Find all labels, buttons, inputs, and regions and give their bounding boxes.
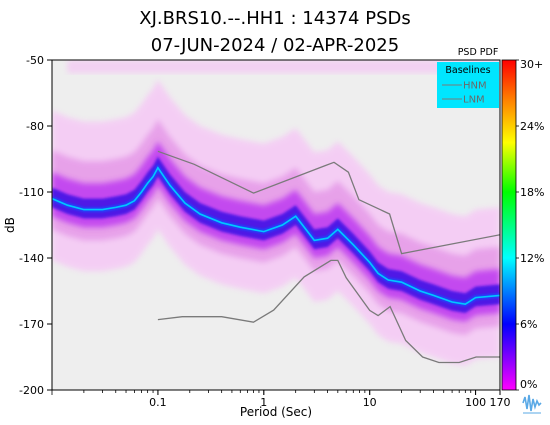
x-axis-label: Period (Sec) xyxy=(240,405,312,419)
colorbar-title: PSD PDF xyxy=(458,47,499,58)
colorbar-ticks: 30+ 24% 18% 12% 6% 0% xyxy=(516,58,544,391)
y-tick-label: -110 xyxy=(19,186,44,199)
colorbar-tick-label: 30+ xyxy=(520,58,543,71)
y-axis: -50 -80 -110 -140 -170 -200 xyxy=(19,54,52,397)
psd-density-layer xyxy=(52,60,500,366)
chart-title: XJ.BRS10.--.HH1 : 14374 PSDs xyxy=(139,8,411,29)
x-tick-label: 10 xyxy=(363,396,377,409)
y-tick-label: -80 xyxy=(26,120,44,133)
y-tick-label: -170 xyxy=(19,318,44,331)
chart-subtitle: 07-JUN-2024 / 02-APR-2025 xyxy=(150,35,400,56)
colorbar-tick-label: 0% xyxy=(520,378,537,391)
y-axis-label: dB xyxy=(3,217,17,233)
colorbar xyxy=(501,59,517,391)
colorbar-tick-label: 6% xyxy=(520,318,537,331)
colorbar-tick-label: 24% xyxy=(520,120,544,133)
plot-frame xyxy=(51,59,501,391)
colorbar-tick-label: 12% xyxy=(520,252,544,265)
mode-curve xyxy=(52,166,500,306)
baseline-layer xyxy=(157,150,500,364)
y-tick-label: -140 xyxy=(19,252,44,265)
x-tick-label: 100 xyxy=(465,396,486,409)
legend: Baselines HNM LNM xyxy=(437,62,499,108)
x-tick-label: 170 xyxy=(490,396,511,409)
legend-title: Baselines xyxy=(445,65,490,76)
x-tick-label: 1 xyxy=(260,396,267,409)
density-core-band xyxy=(52,156,500,313)
legend-lnm-label: LNM xyxy=(463,95,485,106)
iris-logo-icon xyxy=(522,394,542,414)
baseline-hnm xyxy=(157,150,500,255)
baseline-lnm xyxy=(157,259,500,364)
y-tick-label: -200 xyxy=(19,384,44,397)
y-tick-label: -50 xyxy=(26,54,44,67)
density-top-band xyxy=(67,60,500,74)
legend-hnm-label: HNM xyxy=(463,81,487,92)
x-tick-label: 0.1 xyxy=(149,396,167,409)
colorbar-tick-label: 18% xyxy=(520,186,544,199)
x-axis: 0.1 1 10 100 170 xyxy=(51,390,511,409)
